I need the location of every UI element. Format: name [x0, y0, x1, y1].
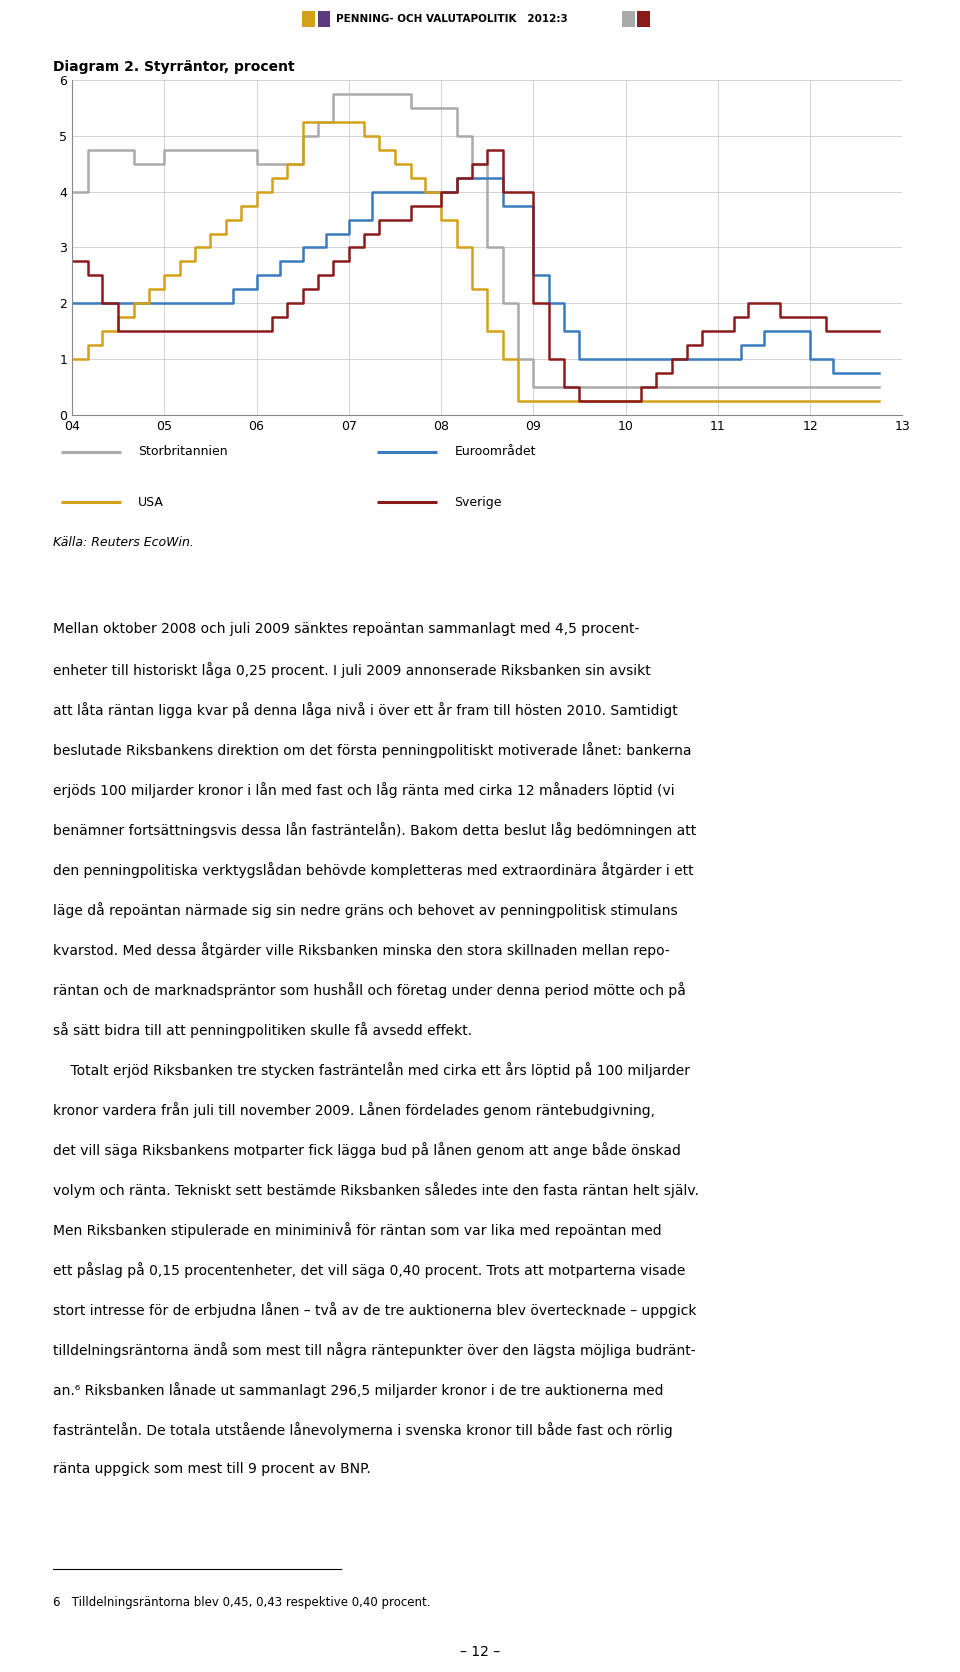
Text: volym och ränta. Tekniskt sett bestämde Riksbanken således inte den fasta räntan: volym och ränta. Tekniskt sett bestämde … — [53, 1182, 699, 1197]
Text: Diagram 2. Styrräntor, procent: Diagram 2. Styrräntor, procent — [53, 60, 295, 74]
Text: kvarstod. Med dessa åtgärder ville Riksbanken minska den stora skillnaden mellan: kvarstod. Med dessa åtgärder ville Riksb… — [53, 941, 669, 958]
Bar — [637, 12, 650, 27]
Bar — [318, 12, 330, 27]
Bar — [302, 12, 315, 27]
Text: så sätt bidra till att penningpolitiken skulle få avsedd effekt.: så sätt bidra till att penningpolitiken … — [53, 1022, 472, 1038]
Text: PENNING- OCH VALUTAPOLITIK   2012:3: PENNING- OCH VALUTAPOLITIK 2012:3 — [336, 13, 567, 23]
Text: kronor vardera från juli till november 2009. Lånen fördelades genom räntebudgivn: kronor vardera från juli till november 2… — [53, 1102, 655, 1119]
Text: ränta uppgick som mest till 9 procent av BNP.: ränta uppgick som mest till 9 procent av… — [53, 1461, 371, 1476]
Text: den penningpolitiska verktygslådan behövde kompletteras med extraordinära åtgärd: den penningpolitiska verktygslådan behöv… — [53, 863, 693, 878]
Text: – 12 –: – 12 – — [460, 1645, 500, 1659]
Text: Euroområdet: Euroområdet — [454, 445, 536, 458]
Text: Källa: Reuters EcoWin.: Källa: Reuters EcoWin. — [53, 537, 194, 550]
Bar — [622, 12, 635, 27]
Text: tilldelningsräntorna ändå som mest till några räntepunkter över den lägsta möjli: tilldelningsräntorna ändå som mest till … — [53, 1343, 695, 1358]
Text: Storbritannien: Storbritannien — [138, 445, 228, 458]
Text: det vill säga Riksbankens motparter fick lägga bud på lånen genom att ange både : det vill säga Riksbankens motparter fick… — [53, 1142, 681, 1159]
Text: USA: USA — [138, 495, 164, 508]
Text: stort intresse för de erbjudna lånen – två av de tre auktionerna blev överteckna: stort intresse för de erbjudna lånen – t… — [53, 1302, 696, 1318]
Text: enheter till historiskt låga 0,25 procent. I juli 2009 annonserade Riksbanken si: enheter till historiskt låga 0,25 procen… — [53, 662, 651, 677]
Text: beslutade Riksbankens direktion om det första penningpolitiskt motiverade lånet:: beslutade Riksbankens direktion om det f… — [53, 742, 691, 757]
Text: benämner fortsättningsvis dessa lån fasträntelån). Bakom detta beslut låg bedömn: benämner fortsättningsvis dessa lån fast… — [53, 823, 696, 838]
Text: Totalt erjöd Riksbanken tre stycken fasträntelån med cirka ett års löptid på 100: Totalt erjöd Riksbanken tre stycken fast… — [53, 1062, 690, 1078]
Text: att låta räntan ligga kvar på denna låga nivå i över ett år fram till hösten 201: att låta räntan ligga kvar på denna låga… — [53, 702, 678, 717]
Text: erjöds 100 miljarder kronor i lån med fast och låg ränta med cirka 12 månaders l: erjöds 100 miljarder kronor i lån med fa… — [53, 782, 675, 798]
Text: Sverige: Sverige — [454, 495, 502, 508]
Text: ett påslag på 0,15 procentenheter, det vill säga 0,40 procent. Trots att motpart: ett påslag på 0,15 procentenheter, det v… — [53, 1262, 685, 1277]
Text: läge då repoäntan närmade sig sin nedre gräns och behovet av penningpolitisk sti: läge då repoäntan närmade sig sin nedre … — [53, 901, 678, 918]
Text: an.⁶ Riksbanken lånade ut sammanlagt 296,5 miljarder kronor i de tre auktionerna: an.⁶ Riksbanken lånade ut sammanlagt 296… — [53, 1383, 663, 1398]
Text: räntan och de marknadspräntor som hushåll och företag under denna period mötte o: räntan och de marknadspräntor som hushål… — [53, 981, 685, 998]
Text: Men Riksbanken stipulerade en miniminivå för räntan som var lika med repoäntan m: Men Riksbanken stipulerade en miniminivå… — [53, 1222, 661, 1237]
Text: Mellan oktober 2008 och juli 2009 sänktes repoäntan sammanlagt med 4,5 procent-: Mellan oktober 2008 och juli 2009 sänkte… — [53, 622, 639, 635]
Text: fasträntelån. De totala utstående lånevolymerna i svenska kronor till både fast : fasträntelån. De totala utstående lånevo… — [53, 1421, 673, 1438]
Text: 6   Tilldelningsräntorna blev 0,45, 0,43 respektive 0,40 procent.: 6 Tilldelningsräntorna blev 0,45, 0,43 r… — [53, 1597, 430, 1608]
